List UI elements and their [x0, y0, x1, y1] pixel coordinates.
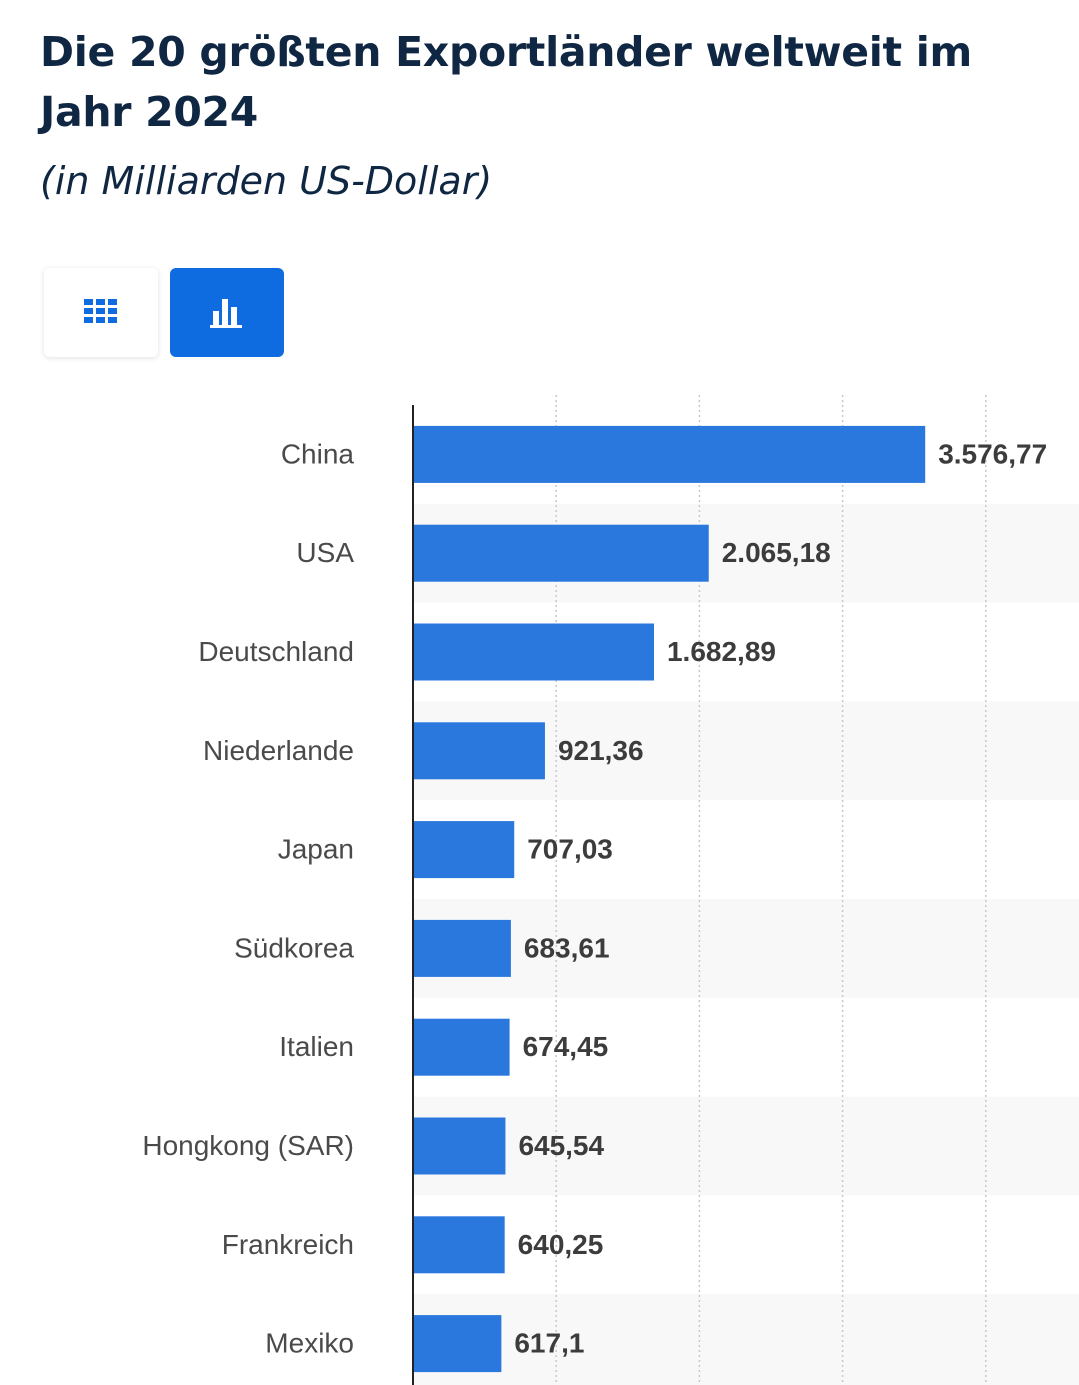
- category-label: Mexiko: [265, 1328, 354, 1359]
- bar-chart: China USA Deutschland Niederlande Japan Südko…: [142, 395, 1079, 1385]
- value-label: 640,25: [518, 1229, 604, 1260]
- chart-title: Die 20 größten Exportländer weltweit im …: [40, 28, 972, 136]
- category-label: Italien: [279, 1031, 354, 1062]
- row-stripe: [413, 899, 1079, 998]
- bar[interactable]: [413, 1018, 510, 1076]
- value-label: 707,03: [527, 834, 613, 865]
- chart-subtitle: (in Milliarden US-Dollar): [40, 159, 493, 203]
- bar[interactable]: [413, 919, 511, 977]
- value-label: 674,45: [523, 1031, 609, 1062]
- category-label: Südkorea: [234, 932, 354, 963]
- category-label: Hongkong (SAR): [142, 1130, 354, 1161]
- value-label: 2.065,18: [722, 537, 831, 568]
- bar[interactable]: [413, 722, 545, 780]
- bar[interactable]: [413, 1315, 502, 1373]
- value-label: 921,36: [558, 735, 644, 766]
- value-label: 1.682,89: [667, 636, 776, 667]
- row-stripe: [413, 1294, 1079, 1385]
- category-label: Deutschland: [198, 636, 354, 667]
- grid-table-icon: [84, 298, 117, 323]
- value-label: 645,54: [518, 1130, 604, 1161]
- bar[interactable]: [413, 524, 709, 582]
- category-label: China: [281, 438, 355, 469]
- category-label: Japan: [278, 834, 354, 865]
- table-view-button[interactable]: [44, 268, 158, 357]
- bar[interactable]: [413, 1117, 506, 1175]
- category-label: Frankreich: [222, 1229, 354, 1260]
- chart-view-button[interactable]: [170, 268, 284, 357]
- category-label: USA: [296, 537, 354, 568]
- value-label: 617,1: [514, 1328, 584, 1359]
- category-label: Niederlande: [203, 735, 354, 766]
- bar-chart-icon: [210, 298, 242, 328]
- row-stripe: [413, 1096, 1079, 1196]
- bar[interactable]: [413, 821, 515, 879]
- value-label: 683,61: [524, 932, 610, 963]
- value-label: 3.576,77: [938, 438, 1047, 469]
- bar[interactable]: [413, 623, 654, 681]
- bar[interactable]: [413, 1216, 505, 1274]
- bar[interactable]: [413, 425, 926, 483]
